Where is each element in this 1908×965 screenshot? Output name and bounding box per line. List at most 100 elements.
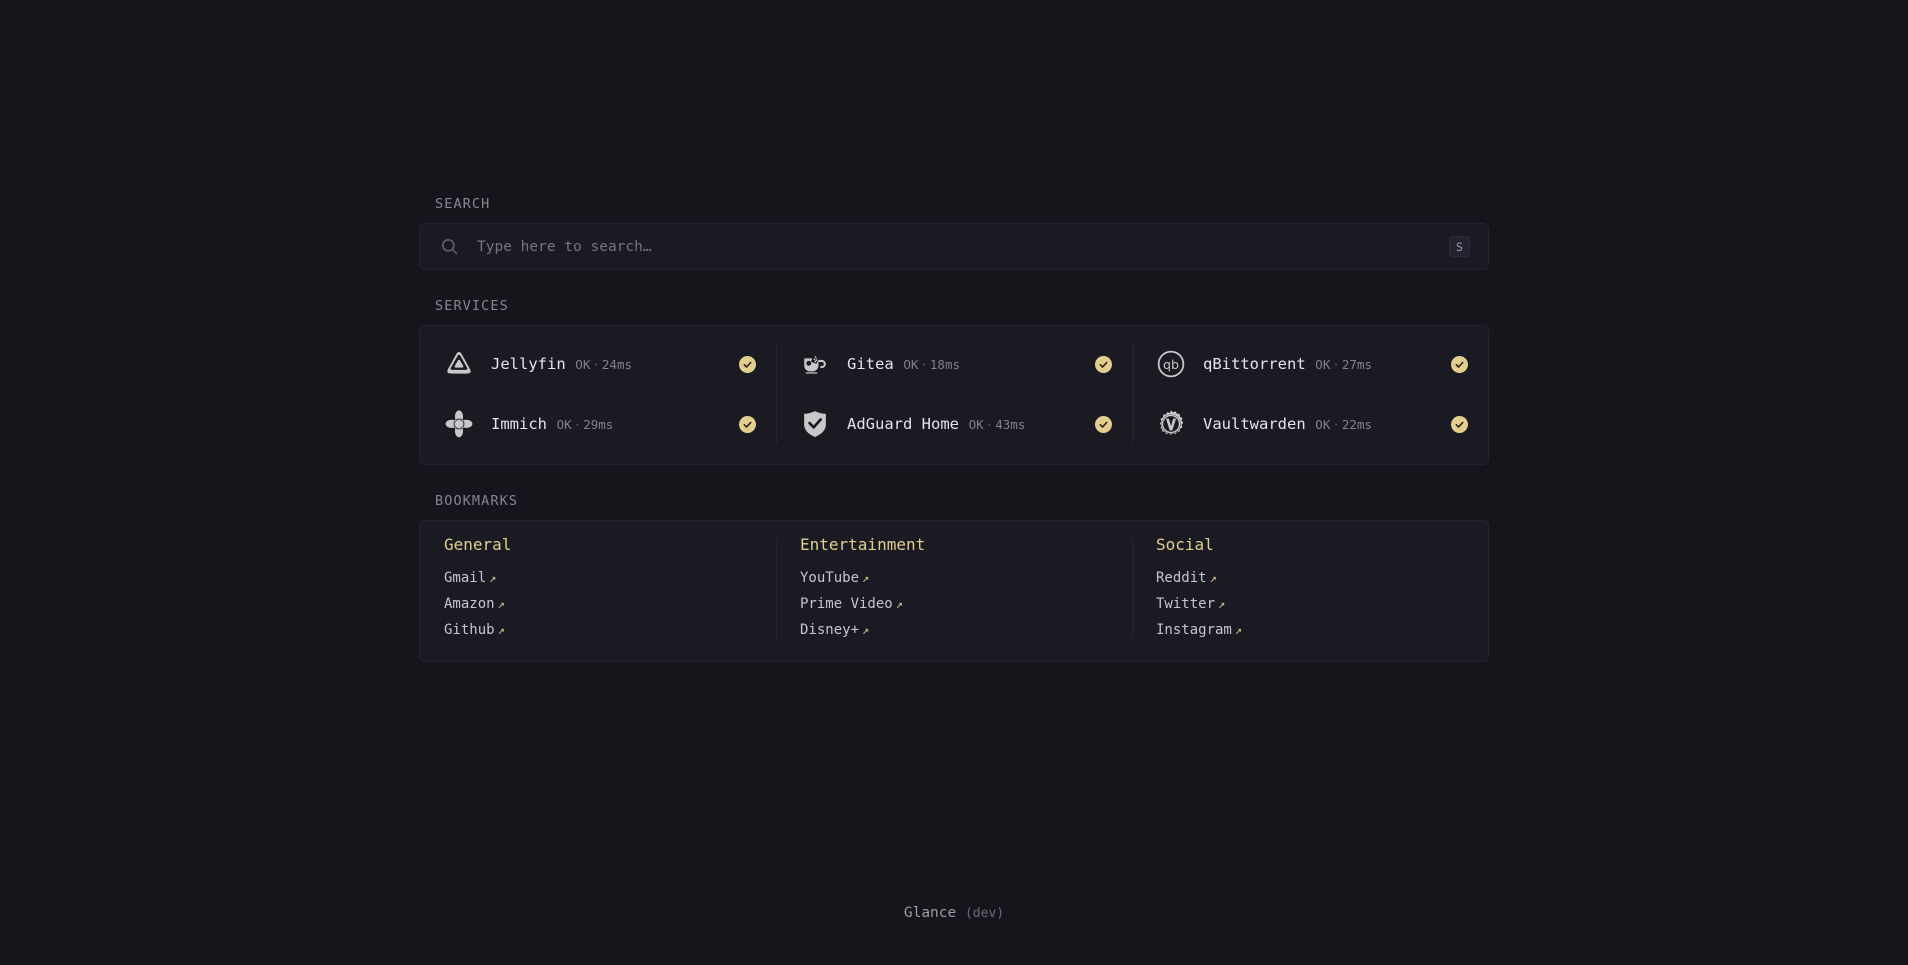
search-input[interactable] bbox=[477, 238, 1449, 255]
bookmark-link[interactable]: Instagram ↗ bbox=[1146, 617, 1474, 643]
service-name: Gitea bbox=[847, 354, 894, 373]
external-link-arrow-icon: ↗ bbox=[497, 623, 505, 637]
bookmark-link-label: Instagram bbox=[1156, 622, 1232, 638]
services-section-label: SERVICES bbox=[435, 298, 509, 314]
external-link-arrow-icon: ↗ bbox=[1209, 571, 1217, 585]
bookmark-link-label: YouTube bbox=[800, 570, 860, 586]
external-link-arrow-icon: ↗ bbox=[1218, 597, 1226, 611]
service-meta: OK · 27ms bbox=[1315, 357, 1372, 372]
service-text: qBittorrent OK · 27ms bbox=[1203, 354, 1451, 375]
dashboard-content: SEARCH S SERVICES bbox=[419, 196, 1489, 690]
bookmark-link-label: Reddit bbox=[1156, 570, 1207, 586]
service-item-jellyfin[interactable]: Jellyfin OK · 24ms bbox=[434, 334, 762, 394]
service-status: OK bbox=[556, 416, 572, 432]
search-section-label: SEARCH bbox=[435, 196, 491, 212]
bookmark-link-label: Amazon bbox=[444, 596, 495, 612]
search-bar[interactable]: S bbox=[419, 223, 1489, 270]
bookmark-link-label: Gmail bbox=[444, 570, 487, 586]
services-column: qb qBittorrent OK · 27ms bbox=[1132, 334, 1488, 454]
external-link-arrow-icon: ↗ bbox=[489, 571, 497, 585]
service-meta-separator: · bbox=[1332, 416, 1340, 432]
bookmark-link[interactable]: Github ↗ bbox=[434, 617, 762, 643]
bookmarks-card: General Gmail ↗ Amazon ↗ Github ↗ Entertain… bbox=[419, 520, 1489, 662]
external-link-arrow-icon: ↗ bbox=[862, 571, 870, 585]
service-item-immich[interactable]: Immich OK · 29ms bbox=[434, 394, 762, 454]
service-meta: OK · 29ms bbox=[557, 417, 614, 432]
bookmark-link-label: Disney+ bbox=[800, 622, 860, 638]
services-grid: Jellyfin OK · 24ms bbox=[420, 326, 1488, 464]
service-meta: OK · 22ms bbox=[1315, 417, 1372, 432]
bookmark-link[interactable]: YouTube ↗ bbox=[790, 565, 1118, 591]
gitea-logo-icon bbox=[800, 349, 830, 379]
bookmarks-section: BOOKMARKS General Gmail ↗ Amazon ↗ Github ↗… bbox=[419, 493, 1489, 662]
service-status: OK bbox=[1315, 356, 1331, 372]
service-name: Immich bbox=[491, 414, 547, 433]
check-circle-icon bbox=[1095, 355, 1112, 373]
service-item-qbittorrent[interactable]: qb qBittorrent OK · 27ms bbox=[1146, 334, 1474, 394]
service-text: Vaultwarden OK · 22ms bbox=[1203, 414, 1451, 435]
bookmark-link-label: Github bbox=[444, 622, 495, 638]
service-name: AdGuard Home bbox=[847, 414, 959, 433]
footer-app-name: Glance bbox=[903, 905, 957, 921]
service-text: Jellyfin OK · 24ms bbox=[491, 354, 739, 375]
service-status: OK bbox=[968, 416, 984, 432]
external-link-arrow-icon: ↗ bbox=[895, 597, 903, 611]
vaultwarden-logo-icon bbox=[1156, 409, 1186, 439]
services-column: Jellyfin OK · 24ms bbox=[420, 334, 776, 454]
footer-build-tag: (dev) bbox=[964, 906, 1005, 921]
search-icon bbox=[440, 237, 459, 256]
service-latency: 24ms bbox=[601, 356, 632, 372]
search-section: SEARCH S bbox=[419, 196, 1489, 270]
svg-text:qb: qb bbox=[1163, 357, 1179, 372]
bookmark-group-title: Social bbox=[1156, 535, 1214, 554]
search-shortcut-key[interactable]: S bbox=[1449, 236, 1470, 257]
service-status: OK bbox=[1315, 416, 1331, 432]
service-meta-separator: · bbox=[573, 416, 582, 432]
service-text: Gitea OK · 18ms bbox=[847, 354, 1095, 375]
check-circle-icon bbox=[739, 355, 756, 373]
service-name: qBittorrent bbox=[1203, 354, 1306, 373]
check-circle-icon bbox=[1095, 415, 1112, 433]
check-circle-icon bbox=[1451, 415, 1468, 433]
service-meta-separator: · bbox=[920, 356, 928, 372]
services-column: Gitea OK · 18ms bbox=[776, 334, 1132, 454]
service-status: OK bbox=[575, 356, 591, 372]
service-item-adguard-home[interactable]: AdGuard Home OK · 43ms bbox=[790, 394, 1118, 454]
external-link-arrow-icon: ↗ bbox=[862, 623, 870, 637]
check-circle-icon bbox=[1451, 355, 1468, 373]
bookmark-link[interactable]: Amazon ↗ bbox=[434, 591, 762, 617]
bookmarks-grid: General Gmail ↗ Amazon ↗ Github ↗ Entertain… bbox=[420, 521, 1488, 661]
service-name: Vaultwarden bbox=[1203, 414, 1306, 433]
bookmark-link[interactable]: Twitter ↗ bbox=[1146, 591, 1474, 617]
service-latency: 43ms bbox=[995, 416, 1026, 432]
service-latency: 29ms bbox=[583, 416, 614, 432]
services-section: SERVICES Jellyf bbox=[419, 298, 1489, 465]
service-name: Jellyfin bbox=[491, 354, 566, 373]
service-latency: 27ms bbox=[1341, 356, 1372, 372]
check-circle-icon bbox=[739, 415, 756, 433]
bookmark-link[interactable]: Prime Video ↗ bbox=[790, 591, 1118, 617]
bookmark-link[interactable]: Gmail ↗ bbox=[434, 565, 762, 591]
service-item-vaultwarden[interactable]: Vaultwarden OK · 22ms bbox=[1146, 394, 1474, 454]
service-text: AdGuard Home OK · 43ms bbox=[847, 414, 1095, 435]
service-latency: 18ms bbox=[929, 356, 961, 372]
service-item-gitea[interactable]: Gitea OK · 18ms bbox=[790, 334, 1118, 394]
service-latency: 22ms bbox=[1341, 416, 1372, 432]
external-link-arrow-icon: ↗ bbox=[1234, 623, 1243, 637]
bookmarks-section-label: BOOKMARKS bbox=[435, 493, 519, 509]
bookmark-group-entertainment: Entertainment YouTube ↗ Prime Video ↗ Disn… bbox=[776, 535, 1132, 643]
service-meta-separator: · bbox=[985, 416, 994, 432]
bookmark-link[interactable]: Reddit ↗ bbox=[1146, 565, 1474, 591]
bookmark-link-label: Twitter bbox=[1156, 596, 1216, 612]
bookmark-group-general: General Gmail ↗ Amazon ↗ Github ↗ bbox=[420, 535, 776, 643]
service-meta: OK · 43ms bbox=[969, 417, 1026, 432]
service-meta: OK · 24ms bbox=[575, 357, 632, 372]
bookmark-link[interactable]: Disney+ ↗ bbox=[790, 617, 1118, 643]
immich-logo-icon bbox=[444, 409, 474, 439]
service-meta: OK · 18ms bbox=[903, 357, 960, 372]
page-footer: Glance (dev) bbox=[0, 905, 1908, 921]
service-meta-separator: · bbox=[592, 356, 600, 372]
bookmark-link-label: Prime Video bbox=[800, 596, 893, 612]
bookmark-group-social: Social Reddit ↗ Twitter ↗ Instagram ↗ bbox=[1132, 535, 1488, 643]
